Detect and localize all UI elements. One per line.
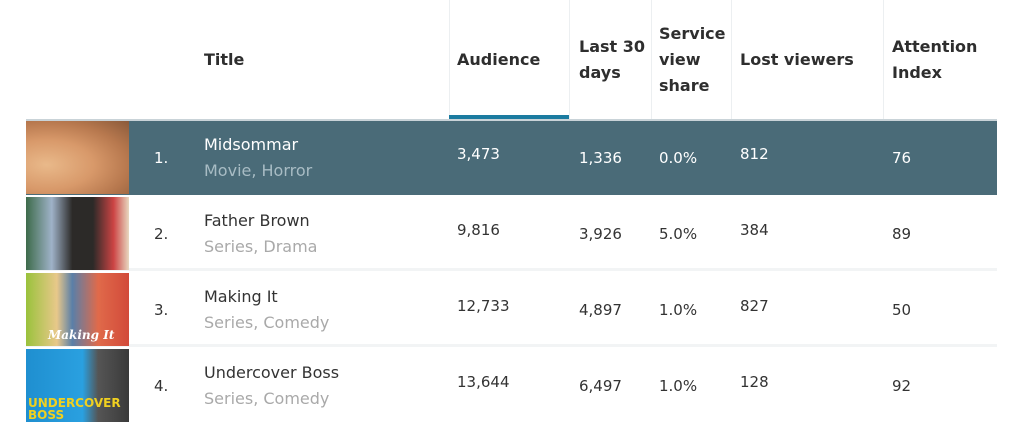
- column-header-share[interactable]: Service view share: [659, 23, 726, 95]
- divider: [651, 0, 652, 119]
- attention-value: 50: [892, 301, 912, 319]
- divider: [569, 0, 570, 119]
- share-value: 5.0%: [659, 225, 698, 243]
- attention-value: 89: [892, 225, 912, 243]
- share-value: 0.0%: [659, 149, 698, 167]
- column-header-title[interactable]: Title: [204, 49, 245, 69]
- last30-value: 6,497: [579, 377, 622, 395]
- attention-value: 92: [892, 377, 912, 395]
- last30-value: 4,897: [579, 301, 622, 319]
- lost-value: 128: [740, 373, 769, 391]
- row-title: Midsommar: [204, 135, 299, 154]
- lost-value: 384: [740, 221, 769, 239]
- row-genre: Series, Comedy: [204, 389, 330, 408]
- divider: [449, 0, 450, 119]
- table-row[interactable]: 1. Midsommar Movie, Horror 3,473 1,336 0…: [26, 121, 997, 195]
- share-value: 1.0%: [659, 377, 698, 395]
- poster-text: Making It: [48, 328, 115, 342]
- poster-thumbnail: [26, 197, 129, 270]
- poster-text: UNDERCOVER BOSS: [28, 396, 121, 422]
- poster-thumbnail: [26, 121, 129, 194]
- last30-value: 3,926: [579, 225, 622, 243]
- audience-value: 3,473: [457, 145, 500, 163]
- row-genre: Movie, Horror: [204, 161, 313, 180]
- table-row[interactable]: UNDERCOVER BOSS 4. Undercover Boss Serie…: [26, 349, 997, 423]
- row-genre: Series, Comedy: [204, 313, 330, 332]
- table-row[interactable]: 2. Father Brown Series, Drama 9,816 3,92…: [26, 197, 997, 271]
- audience-value: 12,733: [457, 297, 510, 315]
- column-header-lost[interactable]: Lost viewers: [740, 49, 854, 69]
- lost-value: 827: [740, 297, 769, 315]
- row-title: Undercover Boss: [204, 363, 340, 382]
- rank: 1.: [154, 149, 169, 167]
- table-header: Title Audience Last 30 days Service view…: [0, 0, 1024, 119]
- row-genre: Series, Drama: [204, 237, 318, 256]
- column-header-attention[interactable]: Attention Index: [892, 36, 978, 82]
- rank: 3.: [154, 301, 169, 319]
- table-row[interactable]: Making It 3. Making It Series, Comedy 12…: [26, 273, 997, 347]
- audience-value: 9,816: [457, 221, 500, 239]
- audience-value: 13,644: [457, 373, 510, 391]
- sort-indicator: [449, 115, 569, 119]
- lost-value: 812: [740, 145, 769, 163]
- poster-thumbnail: Making It: [26, 273, 129, 346]
- divider: [731, 0, 732, 119]
- attention-value: 76: [892, 149, 912, 167]
- last30-value: 1,336: [579, 149, 622, 167]
- poster-thumbnail: UNDERCOVER BOSS: [26, 349, 129, 422]
- rank: 2.: [154, 225, 169, 243]
- divider: [26, 119, 997, 121]
- row-title: Father Brown: [204, 211, 310, 230]
- divider: [883, 0, 884, 119]
- row-title: Making It: [204, 287, 278, 306]
- share-value: 1.0%: [659, 301, 698, 319]
- column-header-last30[interactable]: Last 30 days: [579, 36, 645, 82]
- column-header-audience[interactable]: Audience: [457, 49, 541, 69]
- rank: 4.: [154, 377, 169, 395]
